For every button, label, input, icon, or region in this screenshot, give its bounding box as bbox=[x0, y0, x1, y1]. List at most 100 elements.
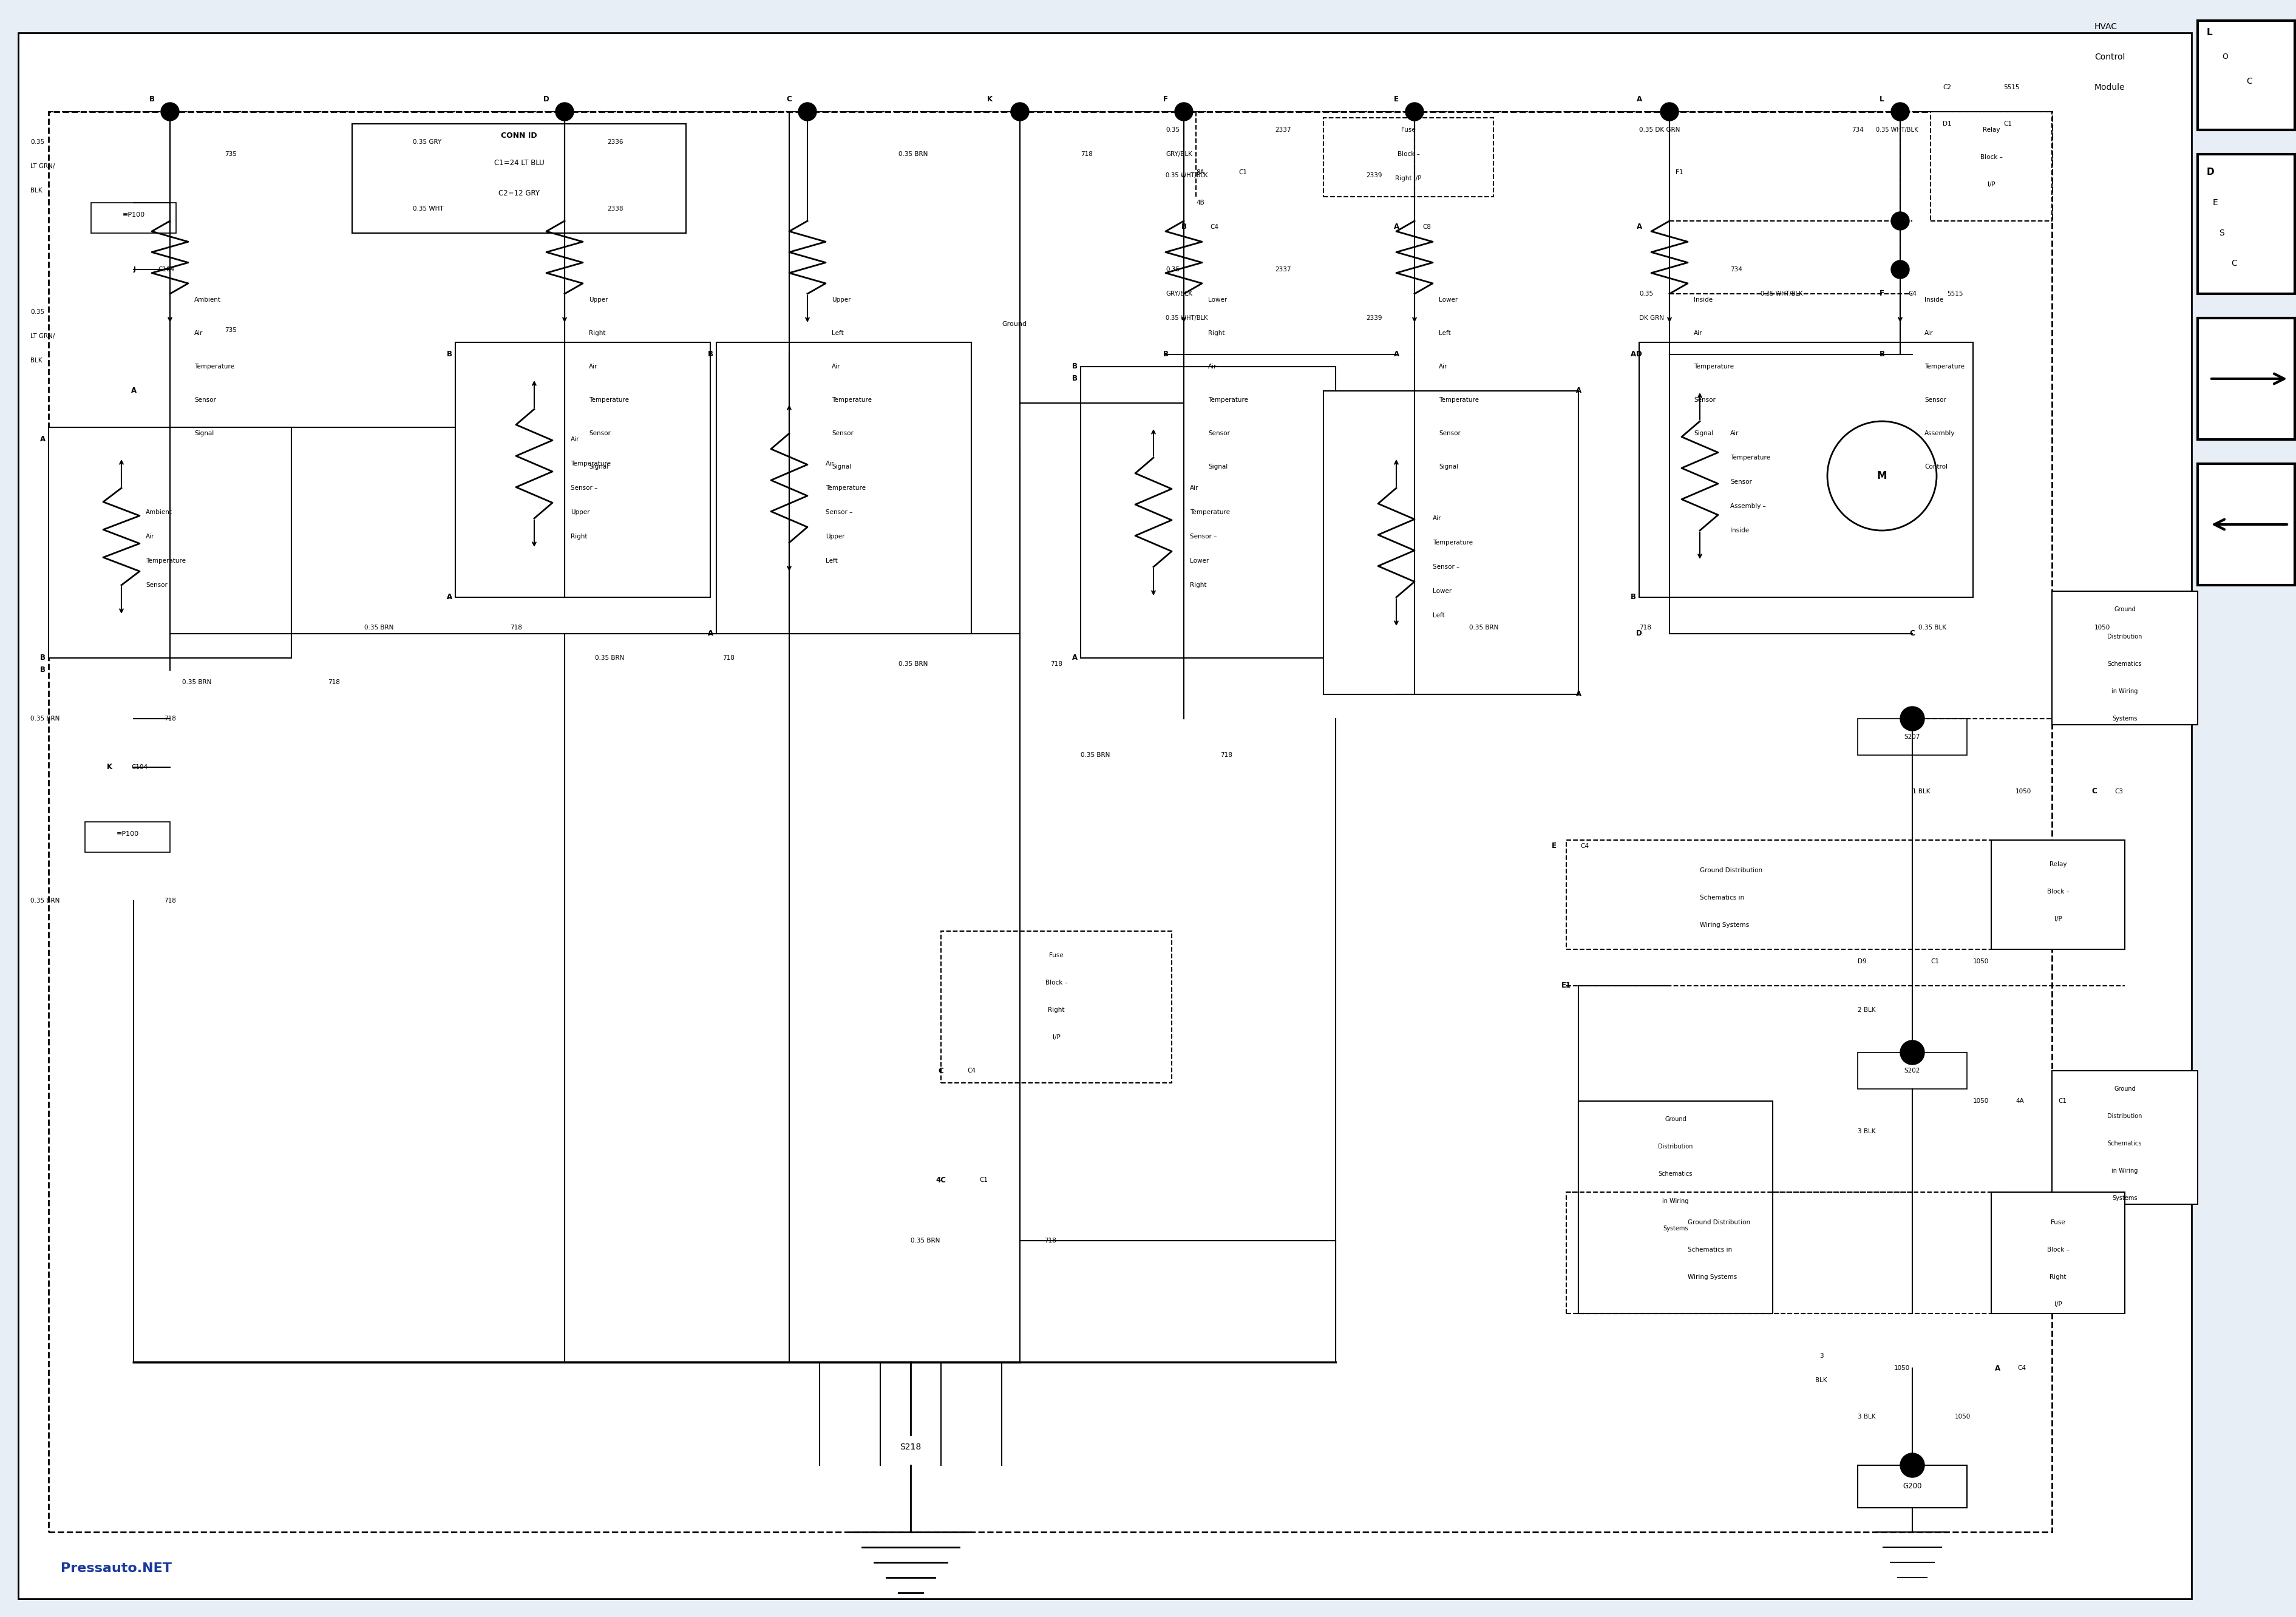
Bar bbox=[716, 343, 971, 634]
Text: Distribution: Distribution bbox=[1658, 1143, 1692, 1150]
Text: BLK: BLK bbox=[1816, 1378, 1828, 1383]
Text: E: E bbox=[1394, 95, 1398, 103]
Text: 0.35 BRN: 0.35 BRN bbox=[181, 679, 211, 686]
Text: Temperature: Temperature bbox=[572, 461, 611, 467]
Circle shape bbox=[1010, 102, 1029, 121]
Text: Ground: Ground bbox=[1665, 1116, 1685, 1122]
Text: Inside: Inside bbox=[1924, 298, 1942, 302]
Bar bbox=[1566, 1192, 2004, 1313]
Bar bbox=[351, 125, 687, 233]
Text: 734: 734 bbox=[1731, 267, 1743, 273]
Text: Right: Right bbox=[588, 330, 606, 336]
Text: C4: C4 bbox=[2018, 1365, 2025, 1371]
Text: C: C bbox=[2245, 78, 2252, 86]
Text: A: A bbox=[445, 593, 452, 602]
Text: D: D bbox=[2206, 168, 2213, 176]
Text: C1: C1 bbox=[1238, 170, 1247, 175]
Text: Schematics: Schematics bbox=[1658, 1171, 1692, 1177]
Text: 0.35 WHT/BLK: 0.35 WHT/BLK bbox=[1166, 173, 1208, 178]
Text: Ground: Ground bbox=[2115, 606, 2135, 613]
Text: Sensor: Sensor bbox=[195, 396, 216, 403]
Text: Lower: Lower bbox=[1433, 589, 1451, 593]
Text: S218: S218 bbox=[900, 1442, 921, 1452]
Text: L: L bbox=[1880, 95, 1885, 103]
Text: 718: 718 bbox=[163, 716, 177, 721]
Text: C: C bbox=[2092, 787, 2096, 796]
Text: Right: Right bbox=[1047, 1007, 1065, 1014]
Bar bbox=[2197, 319, 2294, 440]
Text: Pressauto.NET: Pressauto.NET bbox=[60, 1562, 172, 1575]
Text: B: B bbox=[1162, 351, 1169, 359]
Text: Left: Left bbox=[827, 558, 838, 564]
Text: C4: C4 bbox=[1210, 225, 1219, 230]
Text: 2337: 2337 bbox=[1274, 267, 1290, 273]
Text: 3: 3 bbox=[1818, 1353, 1823, 1358]
Text: 0.35 BRN: 0.35 BRN bbox=[1469, 624, 1499, 631]
Text: O: O bbox=[2223, 53, 2227, 61]
Text: I/P: I/P bbox=[1988, 181, 1995, 188]
Bar bbox=[1991, 841, 2124, 949]
Text: 0.35 GRY: 0.35 GRY bbox=[413, 139, 441, 146]
Text: Temperature: Temperature bbox=[1440, 396, 1479, 403]
Text: Systems: Systems bbox=[1662, 1226, 1688, 1232]
Text: Air: Air bbox=[1189, 485, 1199, 492]
Text: 1050: 1050 bbox=[1972, 959, 1988, 964]
Text: Left: Left bbox=[831, 330, 843, 336]
Text: 718: 718 bbox=[723, 655, 735, 661]
Text: Assembly: Assembly bbox=[1924, 430, 1956, 437]
Text: Inside: Inside bbox=[1731, 527, 1750, 534]
Text: 0.35: 0.35 bbox=[30, 139, 44, 146]
Text: Fuse: Fuse bbox=[1401, 126, 1417, 133]
Text: Distribution: Distribution bbox=[2108, 634, 2142, 640]
Text: in Wiring: in Wiring bbox=[2112, 1167, 2138, 1174]
Text: Air: Air bbox=[1731, 430, 1738, 437]
Text: Temperature: Temperature bbox=[195, 364, 234, 370]
Text: C4: C4 bbox=[967, 1067, 976, 1074]
Text: 4C: 4C bbox=[937, 1176, 946, 1184]
Circle shape bbox=[1901, 1040, 1924, 1064]
Text: Air: Air bbox=[1440, 364, 1446, 370]
Text: D: D bbox=[544, 95, 549, 103]
Text: GRY/BLK: GRY/BLK bbox=[1166, 291, 1192, 298]
Text: Right: Right bbox=[572, 534, 588, 540]
Text: 718: 718 bbox=[1639, 624, 1651, 631]
Circle shape bbox=[1660, 102, 1678, 121]
Text: Right: Right bbox=[1208, 330, 1224, 336]
Text: Relay: Relay bbox=[1981, 126, 2000, 133]
Bar bbox=[48, 112, 2053, 1531]
Text: C4: C4 bbox=[1580, 842, 1589, 849]
Text: Lower: Lower bbox=[1440, 298, 1458, 302]
Text: Temperature: Temperature bbox=[588, 396, 629, 403]
Text: Control: Control bbox=[2094, 53, 2126, 61]
Text: CONN ID: CONN ID bbox=[501, 133, 537, 141]
Text: A: A bbox=[1072, 653, 1077, 661]
Bar bbox=[2197, 154, 2294, 294]
Circle shape bbox=[799, 102, 817, 121]
Text: A: A bbox=[1575, 386, 1582, 395]
Text: 3 BLK: 3 BLK bbox=[1857, 1413, 1876, 1420]
Text: Ambient: Ambient bbox=[145, 509, 172, 516]
Text: 734: 734 bbox=[1851, 126, 1864, 133]
Bar bbox=[2197, 464, 2294, 585]
Text: 0.35 BRN: 0.35 BRN bbox=[595, 655, 625, 661]
Text: Sensor: Sensor bbox=[588, 430, 611, 437]
Text: 2339: 2339 bbox=[1366, 173, 1382, 178]
Text: 2339: 2339 bbox=[1366, 315, 1382, 322]
Text: B: B bbox=[707, 351, 714, 359]
Bar bbox=[1322, 391, 1577, 694]
Text: Module: Module bbox=[2094, 82, 2126, 92]
Text: Signal: Signal bbox=[831, 464, 852, 471]
Text: BLK: BLK bbox=[30, 357, 41, 364]
Text: ≡P100: ≡P100 bbox=[117, 831, 138, 838]
Circle shape bbox=[1892, 260, 1910, 278]
Text: 718: 718 bbox=[328, 679, 340, 686]
Text: ≡P100: ≡P100 bbox=[122, 212, 145, 218]
Text: Upper: Upper bbox=[572, 509, 590, 516]
Text: Temperature: Temperature bbox=[1208, 396, 1249, 403]
Text: C1: C1 bbox=[2057, 1098, 2066, 1104]
Text: A: A bbox=[1995, 1365, 2000, 1373]
Text: E1: E1 bbox=[1561, 982, 1570, 990]
Text: 0.35 WHT/BLK: 0.35 WHT/BLK bbox=[1166, 315, 1208, 322]
Text: Sensor –: Sensor – bbox=[1433, 564, 1460, 569]
Text: 3 BLK: 3 BLK bbox=[1857, 1129, 1876, 1135]
